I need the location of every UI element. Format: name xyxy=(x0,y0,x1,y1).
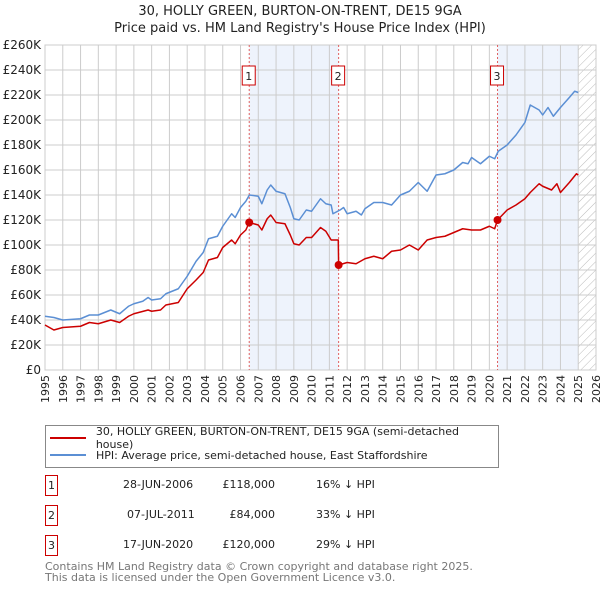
price-chart: 1995 1996 1997 1998 1999 2000 2001 2002 2003 2004… xyxy=(3,38,600,403)
x-tick-label: 2003 xyxy=(181,375,194,403)
sale-label: 2 xyxy=(335,70,342,83)
sale-label-box xyxy=(331,65,346,86)
y-tick-label: £200K xyxy=(3,113,43,127)
x-tick-label: 2009 xyxy=(288,375,301,403)
red-line-swatch xyxy=(50,437,86,439)
sale-label-box xyxy=(490,65,505,86)
sale-hpi-diff: 29% ↓ HPI xyxy=(316,538,375,551)
sale-point-3 xyxy=(493,216,502,224)
hpi-line xyxy=(44,90,579,321)
x-tick-label: 2006 xyxy=(235,375,248,403)
sale-label: 3 xyxy=(494,70,501,83)
table-row: 3 17-JUN-2020 £120,000 29% ↓ HPI xyxy=(45,535,545,556)
x-tick-label: 2004 xyxy=(199,375,212,403)
sale-point-1 xyxy=(245,218,254,227)
sale-price: £120,000 xyxy=(222,538,276,551)
x-tick-label: 2025 xyxy=(572,375,585,403)
x-tick-label: 2015 xyxy=(394,375,407,403)
table-row: 2 07-JUL-2011 £84,000 33% ↓ HPI xyxy=(45,505,545,526)
y-tick-label: £0 xyxy=(26,363,41,377)
y-tick-label: £100K xyxy=(3,238,43,252)
sale-date: 07-JUL-2011 xyxy=(127,508,195,521)
sale-label-box xyxy=(241,65,256,86)
sale-marker-box: 3 xyxy=(45,535,58,556)
sale-marker-box: 2 xyxy=(45,505,58,526)
x-tick-label: 2026 xyxy=(590,375,600,403)
y-tick-label: £60K xyxy=(10,288,42,302)
legend-label: 30, HOLLY GREEN, BURTON-ON-TRENT, DE15 9… xyxy=(95,425,460,451)
y-tick-label: £220K xyxy=(3,88,43,102)
x-tick-label: 2014 xyxy=(377,375,390,403)
ownership-period-3 xyxy=(497,45,579,370)
legend: 30, HOLLY GREEN, BURTON-ON-TRENT, DE15 9… xyxy=(45,425,499,468)
y-tick-label: £20K xyxy=(10,338,42,352)
x-tick-label: 1997 xyxy=(75,375,88,403)
blue-line-swatch xyxy=(50,454,86,456)
x-tick-label: 2013 xyxy=(359,375,372,403)
x-tick-label: 2000 xyxy=(128,375,141,403)
plot-border xyxy=(44,44,597,371)
x-tick-label: 2016 xyxy=(412,375,425,403)
x-tick-label: 2001 xyxy=(146,375,159,403)
footer-copyright: Contains HM Land Registry data © Crown c… xyxy=(45,560,473,573)
x-tick-label: 1998 xyxy=(92,375,105,403)
x-tick-label: 1999 xyxy=(110,375,123,403)
legend-item-property: 30, HOLLY GREEN, BURTON-ON-TRENT, DE15 9… xyxy=(50,425,498,451)
footer-licence: This data is licensed under the Open Gov… xyxy=(45,571,396,584)
x-tick-label: 2022 xyxy=(519,375,532,403)
x-tick-label: 2020 xyxy=(483,375,496,403)
y-tick-label: £120K xyxy=(3,213,43,227)
chart-title: 30, HOLLY GREEN, BURTON-ON-TRENT, DE15 9… xyxy=(138,4,462,19)
x-tick-label: 2021 xyxy=(501,375,514,403)
sale-label: 1 xyxy=(245,70,252,83)
y-tick-label: £260K xyxy=(3,38,43,52)
y-tick-label: £160K xyxy=(3,163,43,177)
x-tick-label: 2012 xyxy=(341,375,354,403)
y-tick-label: £80K xyxy=(10,263,42,277)
x-tick-label: 2018 xyxy=(448,375,461,403)
x-tick-label: 2024 xyxy=(554,375,567,403)
y-tick-label: £40K xyxy=(10,313,42,327)
sale-price: £84,000 xyxy=(229,508,276,521)
x-tick-label: 2019 xyxy=(466,375,479,403)
y-tick-label: £180K xyxy=(3,138,43,152)
sale-hpi-diff: 33% ↓ HPI xyxy=(316,508,375,521)
sale-date: 17-JUN-2020 xyxy=(123,538,194,551)
x-tick-label: 2002 xyxy=(163,375,176,403)
sale-date: 28-JUN-2006 xyxy=(123,478,194,491)
sale-price: £118,000 xyxy=(222,478,276,491)
sale-point-2 xyxy=(334,261,343,269)
x-tick-label: 2011 xyxy=(323,375,336,403)
y-tick-label: £140K xyxy=(3,188,43,202)
table-row: 1 28-JUN-2006 £118,000 16% ↓ HPI xyxy=(45,475,545,496)
sale-hpi-diff: 16% ↓ HPI xyxy=(316,478,375,491)
x-tick-label: 2007 xyxy=(252,375,265,403)
x-tick-label: 2005 xyxy=(217,375,230,403)
x-tick-label: 2023 xyxy=(537,375,550,403)
x-tick-label: 2008 xyxy=(270,375,283,403)
forecast-hatch xyxy=(578,45,596,370)
x-tick-label: 2017 xyxy=(430,375,443,403)
footer: Contains HM Land Registry data © Crown c… xyxy=(45,561,473,583)
y-tick-label: £240K xyxy=(3,63,43,77)
legend-item-hpi: HPI: Average price, semi-detached house,… xyxy=(50,447,428,463)
sale-marker-box: 1 xyxy=(45,475,58,496)
legend-label: HPI: Average price, semi-detached house,… xyxy=(96,448,428,462)
chart-subtitle: Price paid vs. HM Land Registry's House … xyxy=(114,21,486,36)
x-tick-label: 1996 xyxy=(57,375,70,403)
x-tick-label: 2010 xyxy=(306,375,319,403)
x-tick-label: 1995 xyxy=(39,375,52,403)
